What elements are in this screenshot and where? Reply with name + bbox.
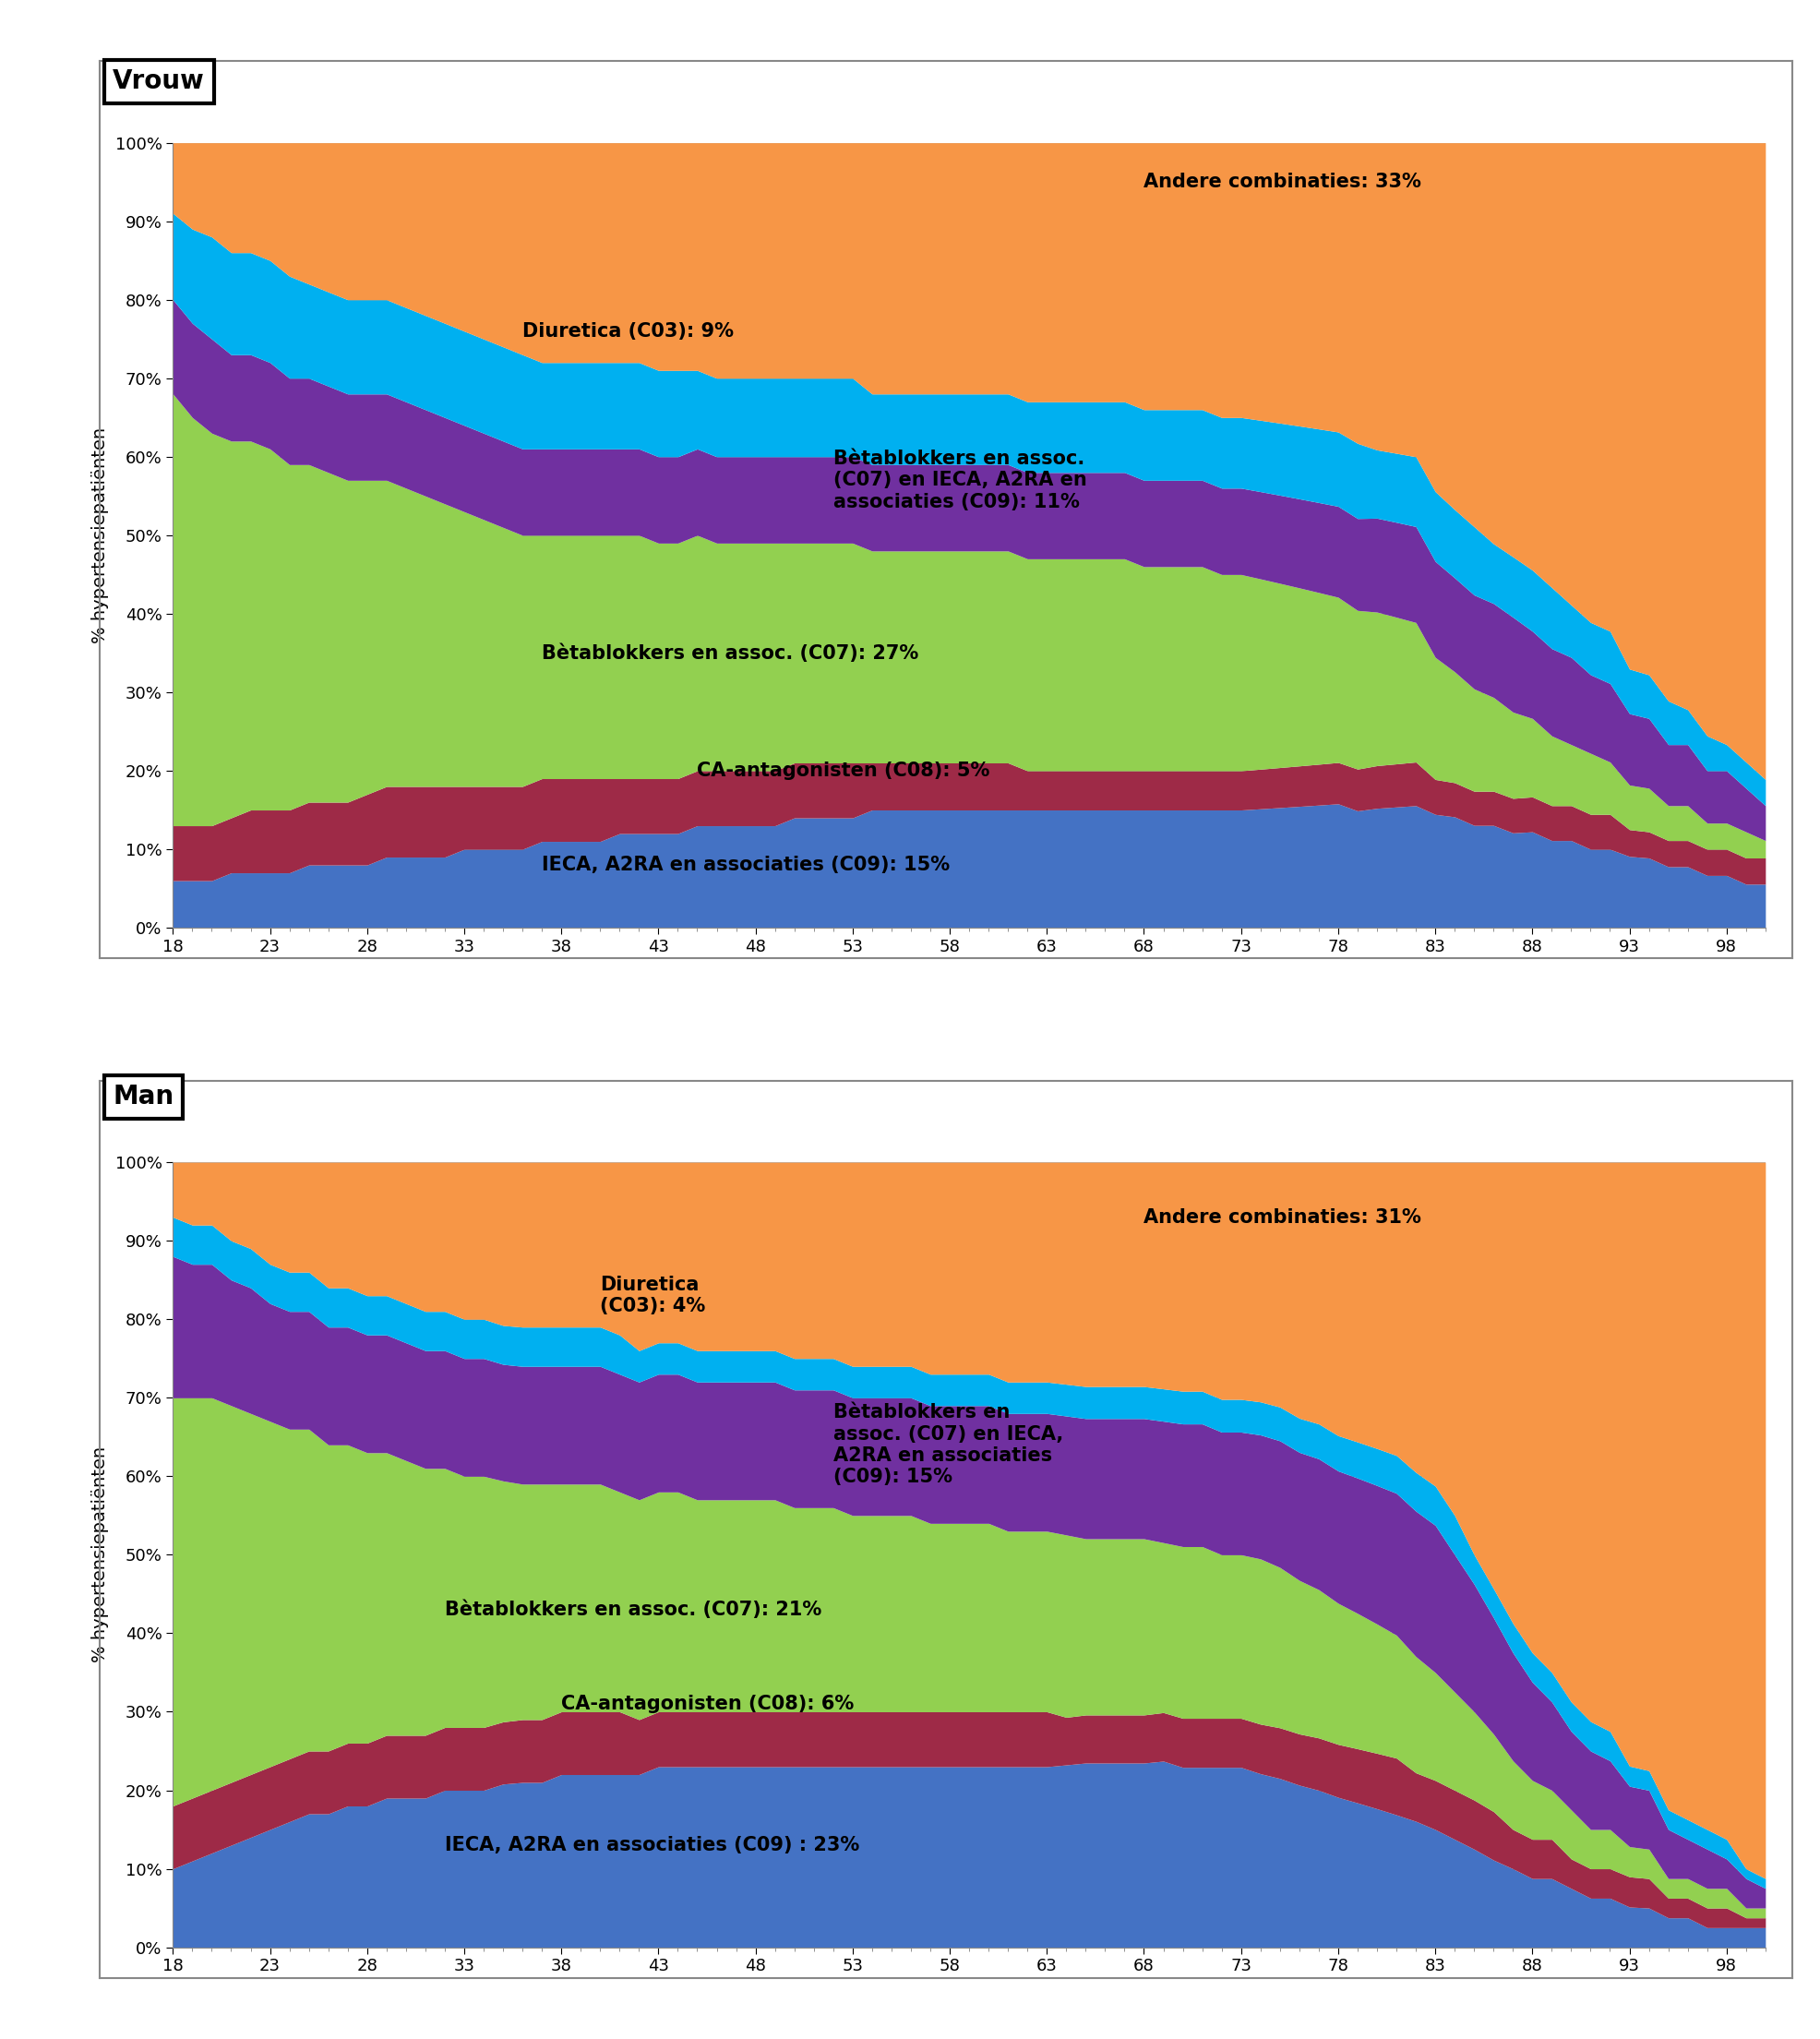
Text: Bètablokkers en assoc. (C07): 27%: Bètablokkers en assoc. (C07): 27% <box>542 644 919 663</box>
Y-axis label: % hypertensiepatiënten: % hypertensiepatiënten <box>91 428 109 642</box>
Text: Bètablokkers en assoc.
(C07) en IECA, A2RA en
associaties (C09): 11%: Bètablokkers en assoc. (C07) en IECA, A2… <box>834 451 1087 512</box>
Text: Andere combinaties: 33%: Andere combinaties: 33% <box>1145 173 1421 192</box>
Text: IECA, A2RA en associaties (C09) : 23%: IECA, A2RA en associaties (C09) : 23% <box>444 1835 859 1853</box>
Text: Andere combinaties: 31%: Andere combinaties: 31% <box>1145 1207 1421 1225</box>
Text: Vrouw: Vrouw <box>113 69 206 94</box>
Text: IECA, A2RA en associaties (C09): 15%: IECA, A2RA en associaties (C09): 15% <box>542 856 950 875</box>
Text: CA-antagonisten (C08): 5%: CA-antagonisten (C08): 5% <box>697 761 990 781</box>
Text: CA-antagonisten (C08): 6%: CA-antagonisten (C08): 6% <box>561 1694 854 1713</box>
Text: Man: Man <box>113 1085 175 1109</box>
Text: Diuretica
(C03): 4%: Diuretica (C03): 4% <box>601 1276 706 1315</box>
Text: Diuretica (C03): 9%: Diuretica (C03): 9% <box>522 322 733 341</box>
Text: Bètablokkers en
assoc. (C07) en IECA,
A2RA en associaties
(C09): 15%: Bètablokkers en assoc. (C07) en IECA, A2… <box>834 1403 1063 1486</box>
Y-axis label: % hypertensiepatiënten: % hypertensiepatiënten <box>91 1448 109 1662</box>
Text: Bètablokkers en assoc. (C07): 21%: Bètablokkers en assoc. (C07): 21% <box>444 1601 821 1619</box>
